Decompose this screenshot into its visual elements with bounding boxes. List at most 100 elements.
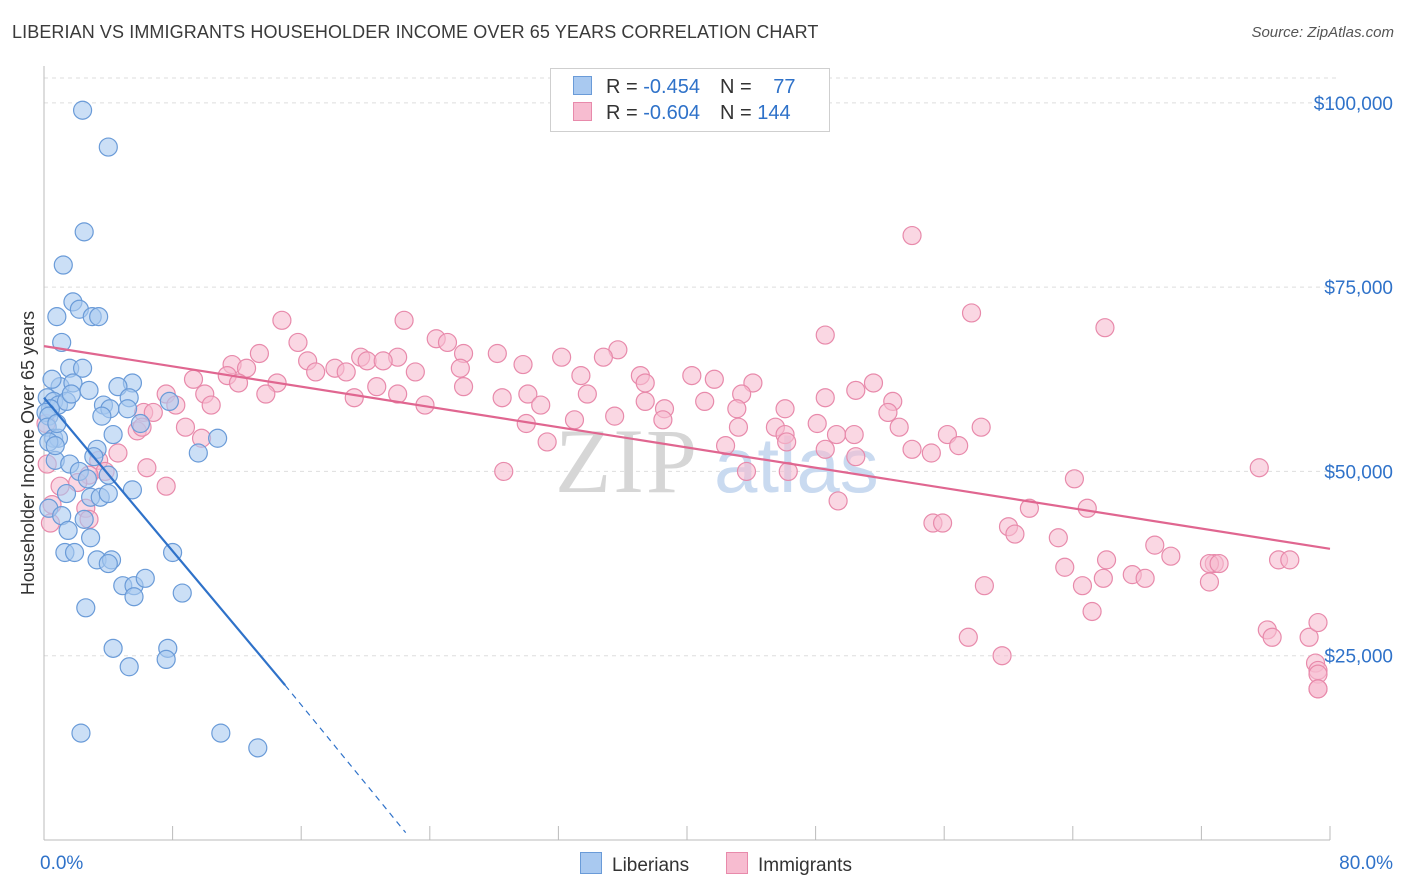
liberians-swatch [573, 76, 592, 95]
immigrant-point [807, 413, 827, 434]
immigrant-point [961, 303, 982, 323]
immigrant-point [306, 362, 326, 382]
immigrant-point [1019, 498, 1039, 518]
immigrant-point [971, 417, 991, 437]
immigrant-point [1096, 550, 1117, 570]
n-label: N = [719, 76, 758, 98]
liberian-point [98, 483, 118, 504]
immigrant-point [518, 384, 538, 404]
immigrant-point [183, 369, 204, 389]
liberian-point [42, 369, 62, 389]
immigrant-point [704, 369, 724, 389]
liberians-legend-label: Liberians [612, 855, 690, 876]
immigrant-point [653, 410, 673, 430]
liberian-point [45, 436, 65, 456]
liberian-point [79, 380, 99, 400]
immigrant-point [902, 439, 922, 459]
immigrant-point [992, 646, 1012, 666]
immigrant-point [357, 351, 377, 371]
immigrant-point [513, 354, 533, 375]
r-label: R = [606, 76, 644, 98]
immigrants-points [36, 225, 1328, 699]
immigrant-point [1280, 550, 1300, 570]
liberian-point [172, 583, 192, 603]
immigrant-point [1048, 528, 1068, 548]
liberian-point [156, 649, 176, 670]
immigrant-point [1077, 498, 1097, 518]
immigrant-point [552, 347, 572, 367]
liberian-point [74, 509, 94, 529]
legend-immigrants: Immigrants [726, 852, 852, 877]
immigrant-point [344, 388, 364, 408]
immigrant-point [367, 377, 387, 397]
immigrant-point [902, 225, 922, 246]
immigrant-point [1005, 524, 1025, 544]
immigrant-point [564, 410, 585, 430]
immigrant-point [571, 366, 591, 386]
immigrant-point [1072, 576, 1093, 596]
liberians-trend-extension [284, 684, 407, 834]
liberian-point [56, 483, 77, 504]
immigrant-point [921, 443, 941, 463]
immigrant-point [932, 513, 953, 533]
immigrant-point [815, 388, 835, 408]
immigrant-point [1262, 627, 1282, 647]
immigrant-point [974, 576, 994, 596]
liberian-point [103, 638, 123, 658]
immigrant-point [889, 417, 909, 437]
stats-legend: R = -0.454 N = 77 R = -0.604 N = 144 [550, 68, 830, 132]
immigrant-point [1135, 568, 1155, 588]
immigrant-point [863, 373, 884, 393]
liberian-point [72, 100, 93, 120]
immigrant-point [492, 388, 512, 408]
immigrant-point [1093, 568, 1113, 588]
immigrants-swatch [573, 102, 592, 121]
n-value: 144 [757, 102, 791, 124]
liberian-point [159, 391, 179, 411]
liberian-point [81, 528, 101, 548]
immigrant-point [695, 391, 715, 411]
liberian-point [211, 723, 231, 743]
liberian-point [77, 469, 98, 489]
liberian-point [71, 723, 91, 743]
immigrant-point [958, 627, 978, 647]
liberian-point [248, 738, 268, 758]
liberian-point [103, 424, 123, 445]
n-label: N = [719, 102, 758, 124]
liberian-point [72, 358, 93, 378]
immigrant-point [777, 432, 797, 452]
immigrant-point [728, 417, 749, 437]
immigrant-point [605, 406, 625, 426]
n-value: 77 [773, 76, 796, 98]
immigrant-point [736, 461, 757, 482]
liberian-point [119, 657, 139, 677]
immigrant-point [1308, 612, 1328, 633]
liberian-point [135, 568, 155, 588]
immigrant-point [844, 424, 864, 445]
liberian-point [89, 307, 109, 327]
immigrant-point [635, 391, 655, 411]
immigrant-point [388, 384, 408, 404]
immigrants-trend-line [43, 345, 1331, 550]
immigrant-point [1209, 553, 1229, 574]
immigrant-point [336, 362, 356, 382]
legend-liberians: Liberians [580, 852, 689, 877]
immigrant-point [846, 447, 866, 467]
liberian-point [52, 332, 72, 353]
immigrant-point [201, 395, 221, 415]
immigrant-point [878, 402, 898, 423]
immigrant-point [1082, 601, 1102, 622]
r-value: -0.454 [643, 76, 700, 98]
liberian-point [61, 384, 81, 404]
liberian-point [76, 598, 96, 618]
immigrant-point [405, 362, 425, 382]
immigrant-point [249, 343, 270, 364]
liberians-points [36, 100, 268, 758]
immigrant-point [1308, 679, 1328, 699]
immigrant-point [1064, 469, 1085, 489]
immigrant-point [1095, 318, 1115, 338]
liberian-point [124, 587, 144, 607]
r-value: -0.604 [643, 102, 700, 124]
immigrant-point [373, 351, 393, 371]
